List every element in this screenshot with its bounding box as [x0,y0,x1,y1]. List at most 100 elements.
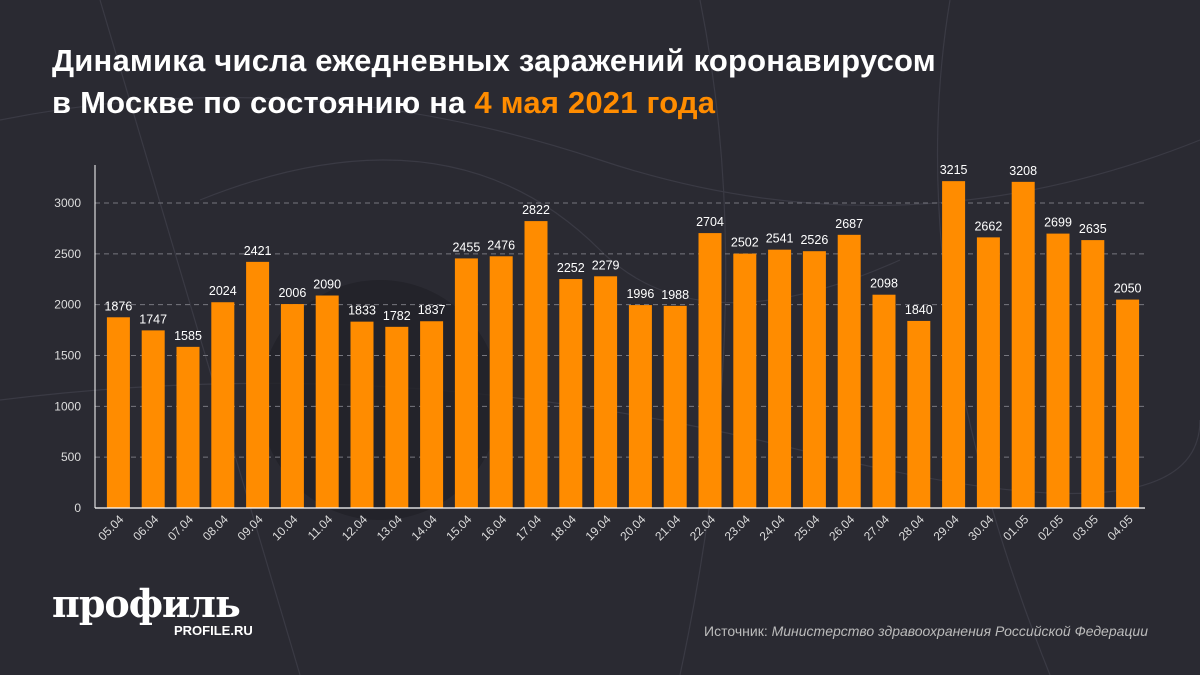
data-label: 3215 [940,163,968,177]
data-label: 2699 [1044,216,1072,230]
data-label: 1840 [905,303,933,317]
x-tick-label: 07.04 [165,512,196,543]
x-tick-label: 12.04 [339,512,370,543]
bar [976,237,1000,508]
title-line-1: Динамика числа ежедневных заражений коро… [52,43,936,78]
x-tick-label: 06.04 [130,512,161,543]
data-label: 2687 [835,217,863,231]
x-tick-label: 25.04 [791,512,822,543]
bar [733,253,757,508]
bar [489,256,513,508]
x-tick-label: 08.04 [200,512,231,543]
x-tick-label: 23.04 [722,512,753,543]
y-tick-label: 500 [61,450,81,464]
x-tick-label: 03.05 [1070,512,1101,543]
bar [315,295,339,508]
data-label: 2541 [766,232,794,246]
data-label: 1988 [661,288,689,302]
data-label: 2006 [278,286,306,300]
bar [176,346,200,508]
bar [350,321,374,508]
title-date: 4 мая 2021 года [474,85,716,120]
data-label: 2024 [209,284,237,298]
x-tick-label: 13.04 [374,512,405,543]
data-label: 2050 [1114,282,1142,296]
logo-sub: PROFILE.RU [174,623,253,638]
bar [1046,233,1070,508]
bar [628,305,652,508]
x-tick-label: 24.04 [757,512,788,543]
data-label: 2704 [696,215,724,229]
bar [559,279,583,508]
x-tick-label: 16.04 [478,512,509,543]
x-tick-label: 27.04 [861,512,892,543]
bar [1081,240,1105,508]
data-label: 1782 [383,309,411,323]
data-label: 2662 [974,219,1002,233]
x-tick-label: 09.04 [235,512,266,543]
y-tick-label: 2000 [54,298,81,312]
bar [1011,181,1035,508]
data-label: 2090 [313,278,341,292]
data-label: 2822 [522,203,550,217]
data-label: 2252 [557,261,585,275]
data-label: 2098 [870,277,898,291]
bar [385,326,409,508]
logo-main: профиль [52,581,241,626]
x-tick-label: 18.04 [548,512,579,543]
data-label: 1833 [348,304,376,318]
bar [837,234,861,509]
bar [802,251,826,508]
data-label: 3208 [1009,164,1037,178]
x-tick-label: 10.04 [269,512,300,543]
y-tick-label: 2500 [54,247,81,261]
data-label: 2502 [731,236,759,250]
bar [663,305,687,508]
bar [907,320,931,508]
data-label: 1837 [418,303,446,317]
x-tick-label: 15.04 [443,512,474,543]
title-line-2: в Москве по состоянию на 4 мая 2021 года [52,82,936,124]
bar [524,221,548,508]
source-value: Министерство здравоохранения Российской … [771,623,1148,639]
bar [698,233,722,509]
bar [454,258,478,508]
bar [1116,299,1140,508]
source-label: Источник: [704,623,772,639]
y-tick-label: 3000 [54,196,81,210]
bar [594,276,618,508]
data-label: 2455 [452,240,480,254]
x-tick-label: 11.04 [305,512,336,543]
bar [872,294,896,508]
source-note: Источник: Министерство здравоохранения Р… [704,623,1148,639]
bar [420,321,444,508]
y-tick-label: 0 [74,501,81,515]
bar [280,304,304,508]
data-label: 1996 [626,287,654,301]
x-tick-label: 05.04 [95,512,126,543]
y-tick-label: 1500 [54,349,81,363]
x-tick-label: 22.04 [687,512,718,543]
x-tick-label: 14.04 [409,512,440,543]
x-tick-label: 04.05 [1105,512,1136,543]
data-label: 2279 [592,258,620,272]
bar [211,302,235,508]
y-tick-label: 1000 [54,399,81,413]
bar [246,261,270,508]
x-tick-label: 20.04 [617,512,648,543]
data-label: 1876 [104,299,132,313]
chart-title: Динамика числа ежедневных заражений коро… [52,40,936,124]
x-tick-label: 17.04 [513,512,544,543]
bar [768,249,792,509]
data-label: 2526 [800,233,828,247]
x-tick-label: 21.04 [652,512,683,543]
data-label: 2421 [244,244,272,258]
profile-logo[interactable]: профиль PROFILE.RU [52,581,253,639]
title-prefix: в Москве по состоянию на [52,85,475,120]
data-label: 1585 [174,329,202,343]
bar [942,181,966,508]
x-tick-label: 28.04 [896,512,927,543]
x-tick-label: 29.04 [931,512,962,543]
data-label: 2635 [1079,222,1107,236]
